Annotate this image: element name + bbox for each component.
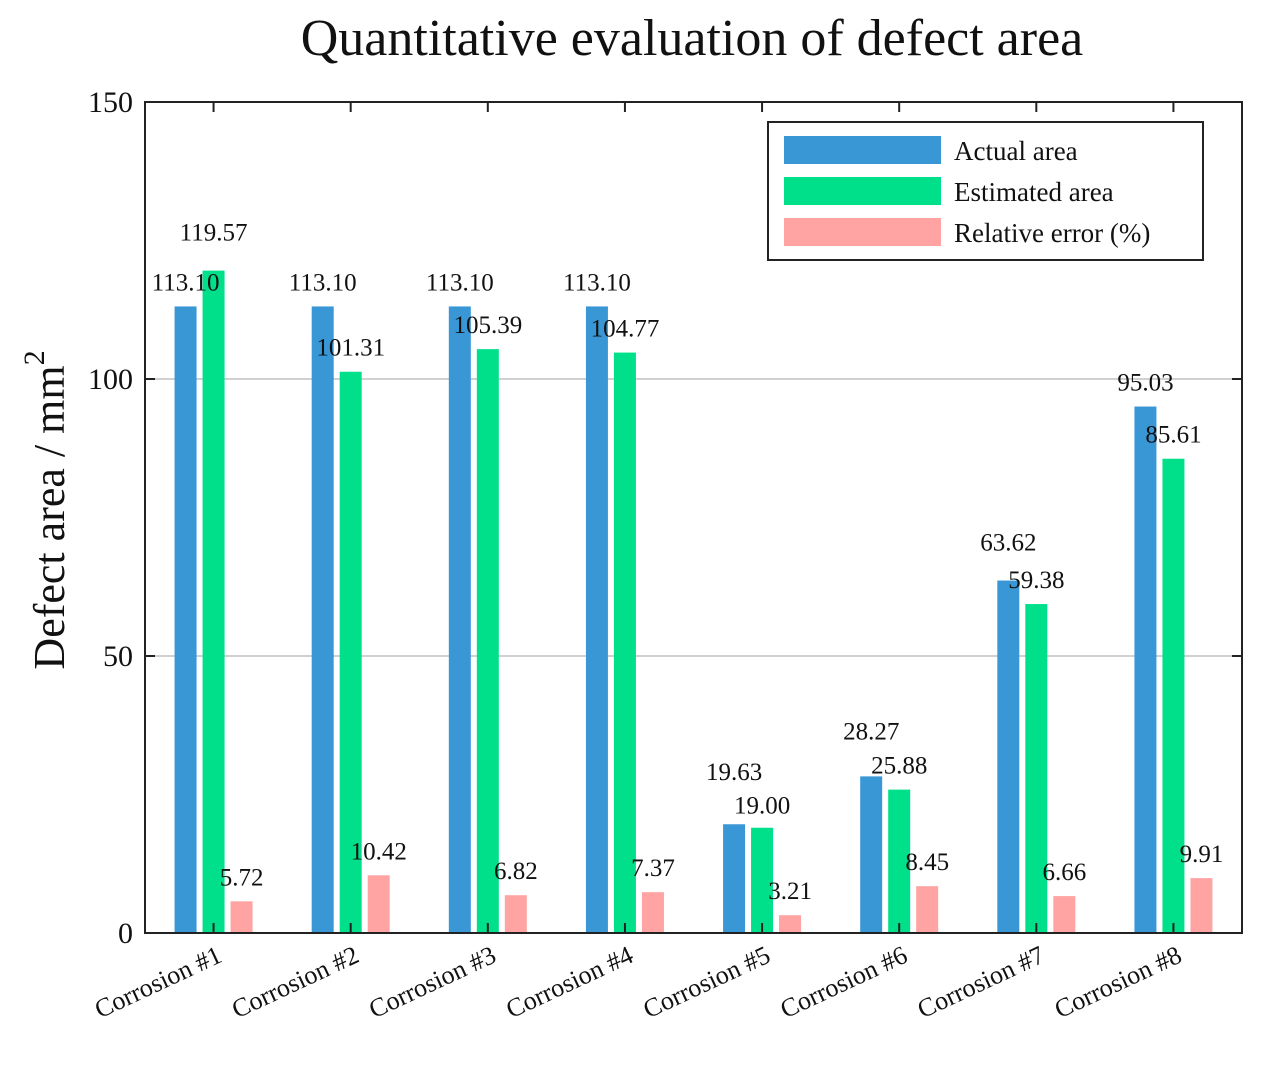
data-label: 113.10 [152,269,220,296]
data-label: 104.77 [591,316,660,343]
bar-3-5 [779,915,802,933]
data-label: 28.27 [843,718,899,745]
y-axis-label: Defect area / mm2 [18,350,74,669]
x-tick-label: Corrosion #2 [227,940,363,1024]
data-label: 63.62 [980,530,1036,557]
y-axis-label-superscript: 2 [18,350,51,365]
data-label: 5.72 [220,864,264,891]
data-label: 105.39 [453,312,522,339]
data-label: 9.91 [1180,841,1224,868]
data-label: 119.57 [180,220,248,247]
bar-2-5 [751,827,774,933]
data-label: 25.88 [871,753,927,780]
x-tick-label: Corrosion #5 [639,940,775,1024]
data-label: 113.10 [426,269,494,296]
bar-1-7 [997,580,1020,933]
legend: Actual area Estimated area Relative error … [767,121,1204,261]
legend-label-3: Relative error (%) [954,218,1150,248]
legend-swatch-2 [784,177,941,205]
legend-label-2: Estimated area [954,177,1114,207]
y-axis-label-text: Defect area / mm [25,365,74,669]
bar-1-4 [585,306,608,933]
bar-3-6 [916,886,939,933]
bar-3-7 [1053,896,1076,933]
y-tick-label: 150 [88,86,133,119]
bar-2-6 [888,789,911,933]
bar-1-1 [174,306,197,933]
data-label: 10.42 [351,838,407,865]
bar-2-3 [476,349,499,933]
bar-1-2 [311,306,334,933]
x-tick-label: Corrosion #1 [90,940,226,1024]
bar-2-8 [1162,458,1185,933]
bar-1-6 [860,776,883,933]
bar-2-4 [613,352,636,933]
data-label: 101.31 [316,335,385,362]
data-label: 7.37 [631,855,675,882]
y-tick-label: 50 [103,640,133,673]
data-labels: 113.10 119.57 5.72 113.10 101.31 10.42 113.10 1… [152,220,1224,906]
data-label: 6.82 [494,858,538,885]
legend-swatch-1 [784,136,941,164]
bar-2-1 [202,270,225,933]
data-label: 8.45 [905,849,949,876]
data-label: 19.63 [706,759,762,786]
bar-2-2 [339,371,362,933]
bar-3-1 [230,901,253,933]
bars [174,270,1213,933]
data-label: 59.38 [1008,567,1064,594]
legend-swatch-3 [784,218,941,246]
gridlines [145,378,1242,657]
data-label: 113.10 [289,269,357,296]
x-tick-label: Corrosion #7 [913,940,1049,1024]
legend-label-1: Actual area [954,136,1078,166]
x-tick-label: Corrosion #6 [776,940,912,1024]
data-label: 3.21 [768,878,812,905]
x-tick-label: Corrosion #4 [502,940,638,1024]
x-tick-label: Corrosion #8 [1050,940,1186,1024]
data-label: 6.66 [1042,859,1086,886]
data-label: 85.61 [1145,422,1201,449]
bar-1-8 [1134,406,1157,933]
data-label: 113.10 [563,269,631,296]
data-label: 95.03 [1117,370,1173,397]
bar-1-5 [723,824,746,933]
y-tick-label: 0 [118,917,133,950]
x-tick-label: Corrosion #3 [364,940,500,1024]
bar-3-3 [504,895,527,933]
y-tick-label: 100 [88,363,133,396]
bar-3-8 [1190,878,1213,933]
chart-title: Quantitative evaluation of defect area [301,10,1084,67]
bar-3-4 [641,892,664,933]
plot-frame [144,101,1243,934]
data-label: 19.00 [734,793,790,820]
bar-1-3 [448,306,471,933]
bar-2-7 [1025,604,1048,933]
bar-3-2 [367,875,390,933]
